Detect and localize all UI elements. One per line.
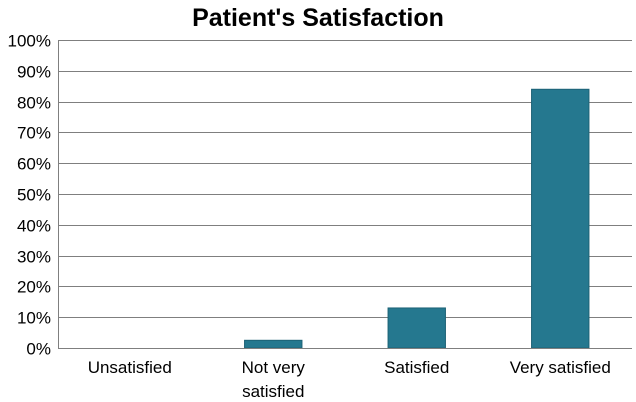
y-tick-label: 60% — [17, 155, 51, 174]
bars — [244, 88, 590, 349]
bar — [531, 88, 590, 349]
bar — [387, 307, 446, 349]
y-tick-label: 90% — [17, 63, 51, 82]
y-tick-label: 20% — [17, 278, 51, 297]
y-tick-labels: 0% 10% 20% 30% 40% 50% 60% 70% 80% 90% 100% — [8, 32, 51, 359]
x-tick-label: satisfied — [242, 382, 304, 401]
x-tick-label: Satisfied — [384, 358, 449, 377]
y-tick-label: 50% — [17, 186, 51, 205]
y-tick-label: 70% — [17, 124, 51, 143]
y-tick-label: 100% — [8, 32, 51, 51]
y-tick-label: 40% — [17, 217, 51, 236]
y-tick-label: 0% — [26, 340, 51, 359]
y-tick-label: 30% — [17, 248, 51, 267]
y-tick-label: 80% — [17, 94, 51, 113]
x-tick-label: Unsatisfied — [88, 358, 172, 377]
x-tick-label: Not very — [242, 358, 306, 377]
x-tick-labels: Unsatisfied Not very satisfied Satisfied Ver… — [88, 358, 611, 401]
bar — [244, 339, 303, 349]
axes — [58, 40, 632, 349]
chart-title: Patient's Satisfaction — [192, 4, 444, 32]
x-tick-label: Very satisfied — [510, 358, 611, 377]
y-tick-label: 10% — [17, 309, 51, 328]
